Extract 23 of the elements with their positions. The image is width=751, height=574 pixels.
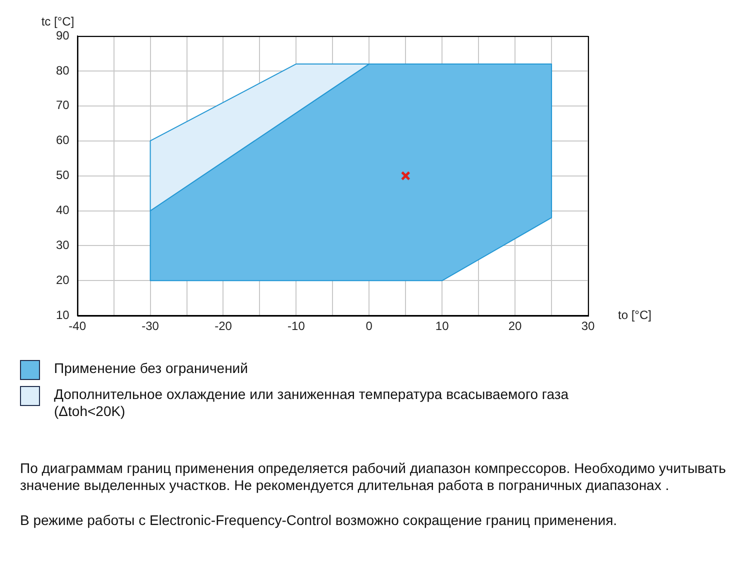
y-tick-label: 20 bbox=[56, 272, 70, 287]
y-tick-label: 90 bbox=[56, 28, 70, 42]
x-tick-label: 30 bbox=[581, 319, 595, 334]
x-tick-label: -10 bbox=[288, 319, 306, 334]
x-tick-label: -40 bbox=[68, 319, 86, 334]
x-tick-label: 0 bbox=[366, 319, 373, 334]
legend-label: Применение без ограничений bbox=[54, 360, 249, 377]
y-tick-label: 10 bbox=[56, 308, 70, 322]
y-tick-label: 50 bbox=[56, 168, 70, 182]
x-tick-label: -30 bbox=[142, 319, 160, 334]
x-tick-label: 20 bbox=[508, 319, 522, 334]
y-tick-label: 70 bbox=[56, 98, 70, 112]
y-axis-title: tc [°C] bbox=[41, 14, 74, 28]
text: В режиме работы с Electronic-Frequency-Control возможно сокращение границ применения. bbox=[20, 512, 618, 529]
text: По диаграммам границ применения определяется рабочий диапазон компрессоров. Необходимо учитывать значение выделенных участков. Не рекомендуется длительная работа в пограничных диапазонах . bbox=[20, 460, 727, 494]
y-tick-label: 60 bbox=[56, 133, 70, 148]
legend-label: Дополнительное охлаждение или заниженная температура всасываемого газа (Δtoh<20K) bbox=[54, 386, 570, 420]
x-tick-label: -20 bbox=[214, 319, 232, 334]
y-tick-label: 40 bbox=[56, 203, 70, 218]
y-tick-label: 80 bbox=[56, 63, 70, 78]
x-axis-title: to [°C] bbox=[618, 308, 652, 322]
x-tick-label: 10 bbox=[435, 319, 450, 334]
y-tick-label: 30 bbox=[56, 238, 70, 252]
